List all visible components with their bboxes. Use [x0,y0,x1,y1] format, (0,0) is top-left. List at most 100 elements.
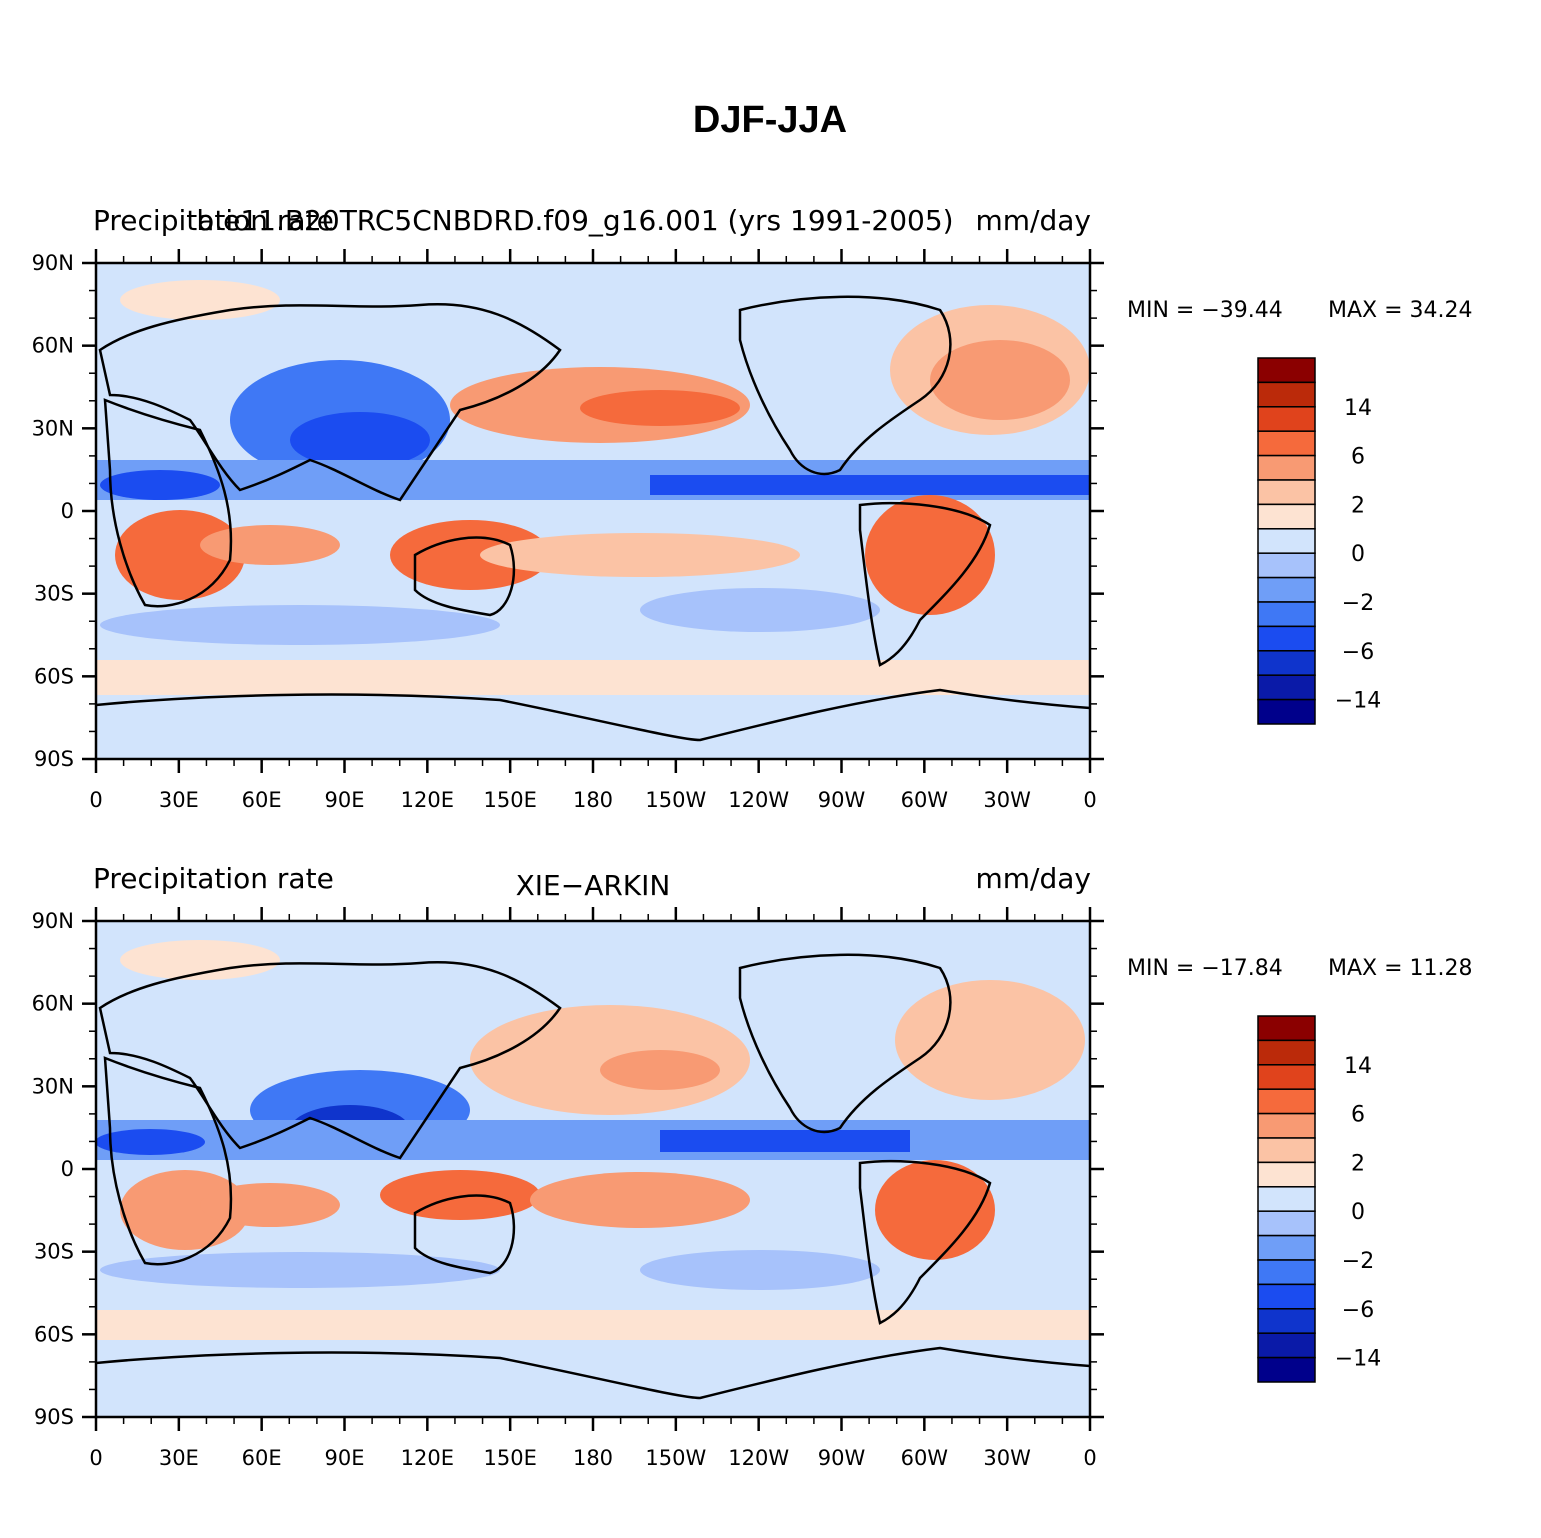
lon-tick-label: 0 [1083,1446,1096,1470]
maritime-positive [380,1170,540,1220]
lon-tick-label: 150W [645,1446,706,1470]
lon-axis: 0 30E 60E 90E 120E 150E 180 150W 120W 90W 60W 30W 0 [89,907,1097,1470]
lat-axis: 90N 60N 30N 0 30S 60S 90S [32,909,1104,1429]
colorbar-label: 6 [1351,445,1365,470]
lon-tick-label: 120E [401,788,454,812]
colorbar-swatch [1257,1283,1316,1310]
lon-tick-label: 90W [818,788,866,812]
colorbar-swatch [1257,601,1316,628]
colorbar-label: 0 [1351,542,1365,567]
colorbar-swatch [1257,1259,1316,1286]
lon-tick-label: 150E [483,788,536,812]
lon-tick-label: 120W [728,1446,789,1470]
lat-tick-label: 30N [32,1074,74,1098]
lat-tick-label: 90S [34,747,74,771]
southern-ocean-negative [100,1252,500,1288]
colorbar-swatch [1257,454,1316,481]
antarctic-region [96,700,1090,759]
lon-tick-label: 30E [159,788,199,812]
lat-tick-label: 60N [32,334,74,358]
colorbar-swatch [1257,1137,1316,1164]
lon-tick-label: 180 [573,1446,613,1470]
lat-tick-label: 60S [34,664,74,688]
min-value: MIN = −17.84 [1127,956,1283,981]
lon-tick-label: 30W [983,788,1031,812]
max-value: MAX = 34.24 [1328,298,1473,323]
lat-axis: 90N 60N 30N 0 30S 60S 90S [32,251,1104,771]
africa-north-negative [96,1129,205,1155]
colorbar-swatch [1257,1210,1316,1237]
panel-model: Precipitation rate b.e11.B20TRC5CNBDRD.f… [32,204,1473,812]
lat-tick-label: 90N [32,251,74,275]
e-pacific-itcz [660,1130,910,1152]
colorbar-swatch [1257,1308,1316,1334]
australia-positive [390,520,550,590]
colorbar-swatch [1257,1088,1316,1115]
colorbar-label: −6 [1342,1298,1374,1323]
lon-tick-label: 150W [645,788,706,812]
colorbar-label: −14 [1335,1347,1381,1372]
africa-north-negative [100,470,220,500]
lat-tick-label: 90S [34,1405,74,1429]
colorbar-swatch [1257,406,1316,432]
lat-tick-label: 30S [34,582,74,606]
lon-tick-label: 60E [242,1446,282,1470]
colorbar-label: −2 [1342,591,1374,616]
colorbar-label: 14 [1344,1054,1372,1079]
europe-positive [120,280,280,320]
n-pacific-peak [580,390,740,426]
colorbar-swatch [1257,576,1316,603]
lon-axis: 0 30E 60E 90E 120E 150E 180 150W 120W 90W 60W 30W 0 [89,249,1097,812]
high-south-positive [96,1310,1090,1340]
panel-title-right: mm/day [976,862,1092,895]
max-value: MAX = 11.28 [1328,956,1473,981]
lat-tick-label: 30S [34,1240,74,1264]
s-pacific-negative [640,1250,880,1290]
lon-tick-label: 0 [1083,788,1096,812]
indian-ocean-positive [200,525,340,565]
colorbar-label: 6 [1351,1103,1365,1128]
colorbar-swatch [1257,625,1316,652]
spcz-positive [530,1172,750,1228]
colorbar-label: −2 [1342,1249,1374,1274]
colorbar-label: −6 [1342,640,1374,665]
india-negative [290,412,430,468]
colorbar-swatch [1257,503,1316,530]
colorbar-swatch [1257,1064,1316,1090]
colorbar-swatch [1257,479,1316,506]
s-pacific-negative [640,588,880,632]
lon-tick-label: 180 [573,788,613,812]
colorbar-swatch [1257,650,1316,676]
colorbar-label: 0 [1351,1200,1365,1225]
colorbar-label: 2 [1351,1151,1365,1176]
colorbar-swatch [1257,528,1316,554]
colorbar-label: 2 [1351,493,1365,518]
lon-tick-label: 90E [325,788,365,812]
indian-ocean-positive [200,1183,340,1227]
min-value: MIN = −39.44 [1127,298,1283,323]
s-africa-positive [120,1170,250,1250]
colorbar-swatch [1257,1332,1316,1359]
lat-tick-label: 30N [32,416,74,440]
n-atlantic-peak [930,340,1070,420]
lon-tick-label: 30W [983,1446,1031,1470]
lat-tick-label: 0 [61,499,74,523]
map-field [96,921,1090,1417]
n-pacific-peak [600,1050,720,1090]
colorbar-label: 14 [1344,396,1372,421]
lat-tick-label: 0 [61,1157,74,1181]
s-africa-positive [115,510,245,600]
panel-title-left: Precipitation rate [93,204,334,237]
lon-tick-label: 90E [325,1446,365,1470]
lon-tick-label: 120E [401,1446,454,1470]
colorbar-swatch [1257,1039,1316,1066]
lon-tick-label: 0 [89,788,102,812]
lat-tick-label: 60S [34,1322,74,1346]
lon-tick-label: 30E [159,1446,199,1470]
colorbar: 14 6 2 0 −2 −6 −14 [1257,357,1381,725]
n-atlantic-positive [895,980,1085,1100]
map-field [96,263,1090,759]
lon-tick-label: 60W [901,1446,949,1470]
coastlines [96,953,1090,1400]
panel-observed: Precipitation rate XIE−ARKIN mm/day [32,862,1473,1470]
